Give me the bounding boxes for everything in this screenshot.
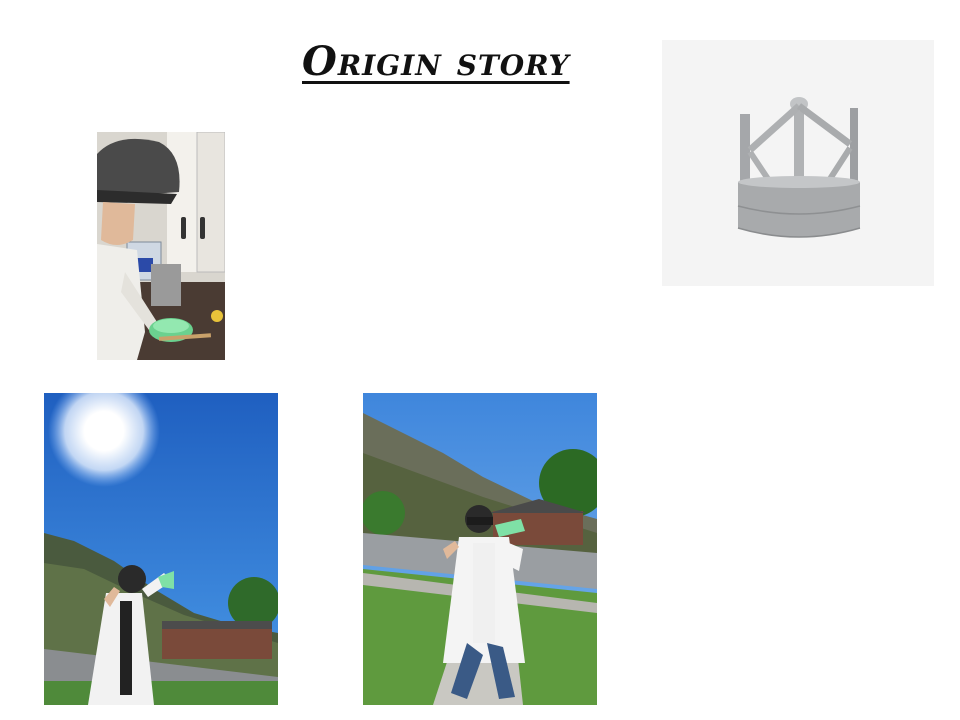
- kitchen-photo: [97, 132, 225, 360]
- street-photo: [363, 393, 597, 705]
- sun-photo: [44, 393, 278, 705]
- 3d-model-render: [662, 40, 934, 286]
- slide-title: Origin story: [302, 38, 570, 85]
